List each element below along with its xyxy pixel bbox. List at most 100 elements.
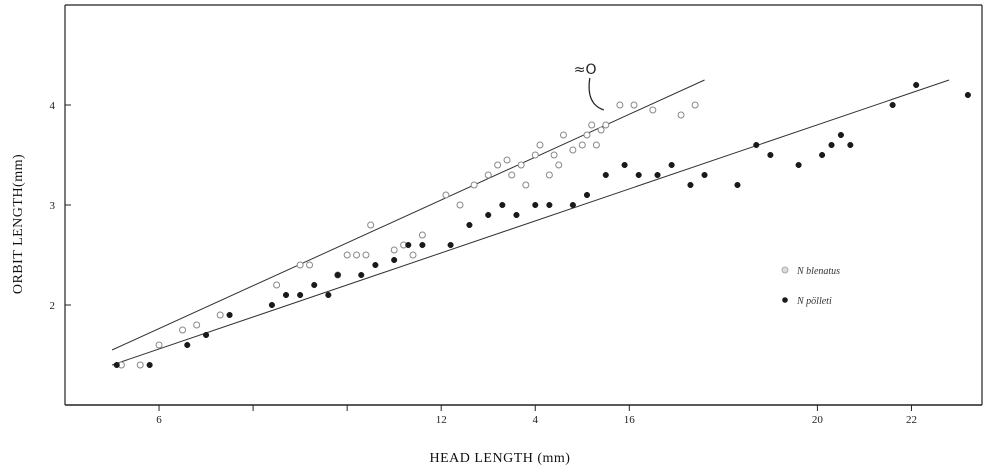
y-tick-label: 2 (50, 300, 56, 312)
data-point-filled (268, 301, 275, 309)
data-point-filled (513, 211, 520, 219)
data-point-filled (325, 291, 332, 299)
data-point-open (517, 161, 525, 169)
data-point-open (216, 311, 224, 319)
data-point-open (592, 141, 600, 149)
x-tick-label: 16 (624, 414, 636, 426)
data-point-filled (701, 171, 708, 179)
data-point-open (578, 141, 586, 149)
x-axis-title: HEAD LENGTH (mm) (430, 451, 571, 466)
data-point-filled (889, 101, 896, 109)
data-point-filled (282, 291, 290, 299)
data-point-filled (203, 331, 210, 339)
data-point-open (559, 131, 567, 139)
data-point-open (273, 281, 281, 289)
x-axis-ticks: 6 12 4 16 20 22 (156, 405, 917, 426)
data-point-open (179, 326, 187, 334)
annotation: ≈O (574, 62, 604, 111)
data-point-open (588, 121, 596, 129)
data-point-open (367, 221, 375, 229)
data-point-filled (583, 191, 591, 199)
data-point-open (296, 261, 304, 269)
x-tick-label: 6 (156, 414, 162, 426)
data-point-filled (635, 171, 642, 179)
y-axis-title: ORBIT LENGTH(mm) (11, 154, 26, 294)
data-point-filled (419, 241, 426, 249)
data-point-filled (499, 201, 506, 209)
data-point-open (536, 141, 544, 149)
data-point-filled (113, 361, 120, 369)
data-point-filled (687, 181, 694, 189)
data-point-filled (913, 81, 920, 89)
plot-frame (64, 4, 983, 406)
data-point-filled (795, 161, 802, 169)
data-point-open (353, 251, 361, 259)
data-point-open (390, 246, 398, 254)
data-point-filled (146, 361, 153, 369)
data-point-open (409, 251, 417, 259)
y-tick-label: 4 (50, 100, 56, 112)
data-point-filled (546, 201, 553, 209)
data-point-filled (602, 171, 609, 179)
data-point-open (362, 251, 370, 259)
data-point-filled (532, 201, 539, 209)
data-point-filled (485, 211, 492, 219)
data-point-filled (226, 311, 233, 319)
data-point-open (597, 126, 605, 134)
data-point-filled (569, 201, 576, 209)
data-point-filled (391, 256, 398, 264)
data-point-open (691, 101, 699, 109)
x-tick-label: 20 (812, 414, 824, 426)
data-point-open (484, 171, 492, 179)
legend-marker-open (781, 266, 789, 274)
x-tick-label: 12 (436, 414, 447, 426)
y-tick-label: 3 (50, 200, 56, 212)
data-point-open (616, 101, 624, 109)
data-point-open (442, 191, 450, 199)
data-point-open (649, 106, 657, 114)
data-point-filled (184, 341, 191, 349)
data-point-open (306, 261, 314, 269)
regression-lines (111, 79, 950, 366)
legend-marker-filled (782, 297, 788, 303)
data-point-filled (964, 91, 971, 99)
data-point-open (545, 171, 553, 179)
data-point-open (494, 161, 502, 169)
annotation-label: ≈O (574, 62, 597, 78)
data-point-filled (297, 291, 304, 299)
data-point-open (602, 121, 610, 129)
data-point-filled (311, 281, 318, 289)
data-point-filled (334, 271, 341, 279)
data-point-filled (358, 271, 365, 279)
x-tick-label: 22 (906, 414, 917, 426)
data-point-open (583, 131, 591, 139)
data-point-filled (668, 161, 675, 169)
annotation-pointer (588, 77, 604, 111)
data-point-filled (405, 241, 412, 249)
data-point-filled (753, 141, 760, 149)
data-point-open (677, 111, 685, 119)
data-point-filled (819, 151, 826, 159)
data-point-filled (837, 131, 844, 139)
data-point-filled (372, 261, 379, 269)
data-point-open (193, 321, 201, 329)
data-point-filled (621, 161, 628, 169)
data-points (113, 81, 971, 369)
x-tick-label: 4 (533, 414, 539, 426)
data-point-open (470, 181, 478, 189)
data-point-open (531, 151, 539, 159)
data-point-open (569, 146, 577, 154)
y-axis-ticks: 2 3 4 (50, 100, 71, 312)
data-point-filled (847, 141, 854, 149)
data-point-open (555, 161, 563, 169)
legend: N blenatus N pölleti (781, 266, 840, 307)
data-point-open (522, 181, 530, 189)
legend-label: N blenatus (796, 266, 840, 277)
legend-label: N pölleti (796, 296, 832, 307)
data-point-open (155, 341, 163, 349)
data-point-filled (466, 221, 473, 229)
data-point-open (343, 251, 351, 259)
data-point-open (136, 361, 144, 369)
data-point-filled (767, 151, 774, 159)
